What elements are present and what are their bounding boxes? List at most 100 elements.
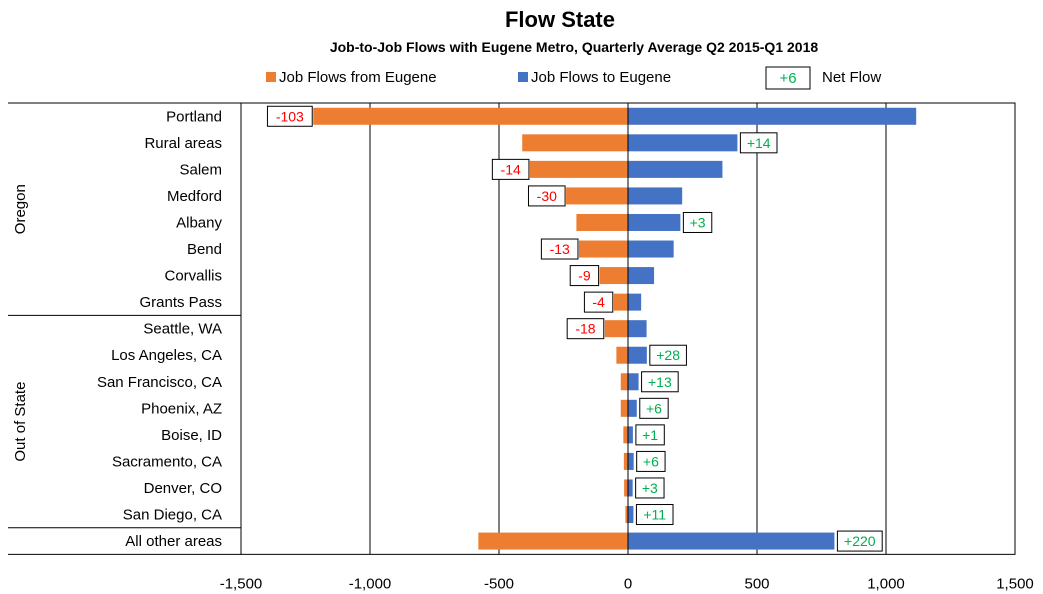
- category-label-boise-id: Boise, ID: [161, 427, 222, 444]
- net-flow-value: -14: [501, 161, 521, 177]
- bar-job-flows-to-eugene-portland: [628, 107, 917, 125]
- net-flow-value: +3: [690, 214, 706, 230]
- net-flow-box: [639, 397, 669, 419]
- bar-job-flows-to-eugene-sacramento-ca: [628, 452, 634, 470]
- legend-label-net: Net Flow: [822, 69, 881, 86]
- net-flow-box: [836, 530, 883, 552]
- net-flow-label-portland: -103: [266, 105, 313, 127]
- legend-swatch-from: [266, 72, 276, 82]
- legend-label-to: Job Flows to Eugene: [531, 69, 671, 86]
- net-flow-box: [649, 344, 687, 366]
- bar-job-flows-to-eugene-boise-id: [628, 426, 633, 444]
- category-label-san-diego-ca: San Diego, CA: [123, 507, 222, 524]
- category-label-portland: Portland: [166, 108, 222, 125]
- net-flow-value: +3: [642, 480, 658, 496]
- bar-job-flows-to-eugene-phoenix-az: [628, 399, 637, 417]
- bar-job-flows-to-eugene-all-other-areas: [628, 532, 835, 550]
- chart-title: Flow State: [505, 7, 615, 32]
- net-flow-box: [636, 450, 666, 472]
- x-tick-label: 1,000: [867, 575, 905, 592]
- bar-job-flows-to-eugene-albany: [628, 213, 681, 231]
- x-tick-label: -1,000: [349, 575, 392, 592]
- x-tick-label: -500: [484, 575, 514, 592]
- bar-job-flows-from-eugene-los-angeles-ca: [616, 346, 628, 364]
- net-flow-value: +220: [844, 533, 876, 549]
- net-flow-labels: -103 +14 -14 -30 +3 -13 -9-4 -18 +28 +13 +6 +1 +6 +3 +…: [266, 105, 883, 552]
- category-label-los-angeles-ca: Los Angeles, CA: [111, 347, 222, 364]
- bar-job-flows-to-eugene-san-diego-ca: [628, 506, 634, 524]
- net-flow-value: +13: [648, 374, 672, 390]
- category-label-seattle-wa: Seattle, WA: [143, 321, 222, 338]
- bar-job-flows-from-eugene-denver-co: [624, 479, 628, 497]
- bar-job-flows-from-eugene-all-other-areas: [478, 532, 628, 550]
- bar-job-flows-from-eugene-san-francisco-ca: [620, 373, 628, 391]
- bar-job-flows-to-eugene-rural-areas: [628, 134, 738, 152]
- net-flow-value: +6: [643, 453, 659, 469]
- x-tick-label: -1,500: [220, 575, 263, 592]
- category-label-corvallis: Corvallis: [164, 268, 222, 285]
- net-flow-box: [491, 158, 530, 180]
- net-flow-label-sacramento-ca: +6: [636, 450, 666, 472]
- net-flow-box: [739, 132, 778, 154]
- net-flow-value: +1: [642, 427, 658, 443]
- net-flow-value: -4: [592, 294, 605, 310]
- category-label-rural-areas: Rural areas: [144, 135, 222, 152]
- category-label-grants-pass: Grants Pass: [139, 294, 222, 311]
- bar-job-flows-from-eugene-albany: [576, 213, 628, 231]
- net-flow-label-denver-co: +3: [635, 477, 665, 499]
- net-flow-value: +6: [646, 400, 662, 416]
- net-flow-label-medford: -30: [527, 185, 566, 207]
- net-flow-value: -18: [575, 321, 595, 337]
- bar-job-flows-to-eugene-denver-co: [628, 479, 633, 497]
- bars: [313, 103, 917, 555]
- category-label-phoenix-az: Phoenix, AZ: [141, 400, 222, 417]
- category-label-san-francisco-ca: San Francisco, CA: [97, 374, 222, 391]
- bar-job-flows-to-eugene-san-francisco-ca: [628, 373, 639, 391]
- net-flow-label-seattle-wa: -18: [566, 318, 605, 340]
- net-flow-box: [635, 477, 665, 499]
- bar-job-flows-to-eugene-los-angeles-ca: [628, 346, 647, 364]
- bar-job-flows-from-eugene-san-diego-ca: [625, 506, 628, 524]
- legend: Job Flows from Eugene Job Flows to Eugene…: [266, 66, 881, 90]
- x-tick-label: 1,500: [996, 575, 1034, 592]
- bar-job-flows-from-eugene-seattle-wa: [604, 320, 628, 338]
- bar-job-flows-from-eugene-medford: [566, 187, 628, 205]
- net-flow-label-boise-id: +1: [635, 424, 665, 446]
- net-flow-box: [527, 185, 566, 207]
- net-flow-box: [566, 318, 605, 340]
- net-flow-label-san-francisco-ca: +13: [641, 371, 679, 393]
- legend-swatch-to: [518, 72, 528, 82]
- net-flow-label-san-diego-ca: +11: [635, 504, 674, 526]
- legend-net-box: [765, 66, 811, 90]
- net-flow-box: [682, 211, 713, 233]
- bar-job-flows-from-eugene-sacramento-ca: [623, 452, 628, 470]
- legend-net-sample: +6: [779, 70, 796, 87]
- bar-job-flows-from-eugene-bend: [578, 240, 628, 258]
- net-flow-box: [266, 105, 313, 127]
- net-flow-label-phoenix-az: +6: [639, 397, 669, 419]
- net-flow-box: [635, 424, 665, 446]
- net-flow-box: [635, 504, 674, 526]
- category-label-denver-co: Denver, CO: [144, 480, 222, 497]
- x-tick-label: 500: [744, 575, 769, 592]
- chart-subtitle: Job-to-Job Flows with Eugene Metro, Quar…: [330, 39, 819, 55]
- category-label-albany: Albany: [176, 214, 222, 231]
- group-labels: Oregon Out of State: [8, 184, 241, 529]
- net-flow-label-corvallis: -9: [569, 265, 600, 287]
- category-label-bend: Bend: [187, 241, 222, 258]
- net-flow-label-salem: -14: [491, 158, 530, 180]
- bar-job-flows-from-eugene-phoenix-az: [620, 399, 628, 417]
- category-label-salem: Salem: [179, 161, 222, 178]
- bar-job-flows-from-eugene-portland: [313, 107, 628, 125]
- net-flow-box: [583, 291, 614, 313]
- net-flow-value: +28: [656, 347, 680, 363]
- net-flow-box: [540, 238, 579, 260]
- net-flow-label-all-other-areas: +220: [836, 530, 883, 552]
- group-label-out-of-state: Out of State: [12, 382, 29, 462]
- net-flow-label-los-angeles-ca: +28: [649, 344, 687, 366]
- category-label-all-other-areas: All other areas: [125, 533, 222, 550]
- net-flow-value: -103: [276, 108, 304, 124]
- bar-job-flows-from-eugene-boise-id: [623, 426, 628, 444]
- x-tick-label: 0: [624, 575, 632, 592]
